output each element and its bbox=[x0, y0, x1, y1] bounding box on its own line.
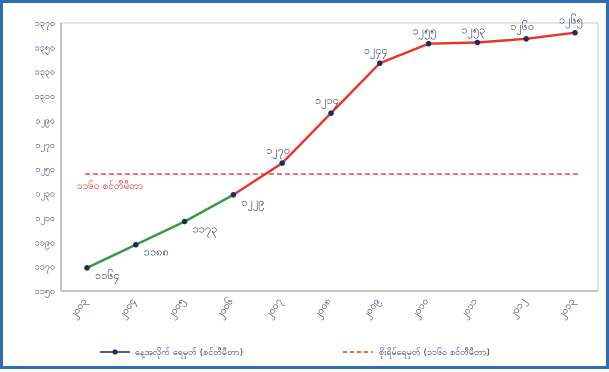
y-tick-label: ၁၂၇၀ bbox=[35, 141, 55, 152]
plot-area-border bbox=[60, 22, 599, 292]
legend-series-marker bbox=[112, 349, 118, 355]
series-points bbox=[84, 29, 578, 271]
x-tick-label: ၂၀၀၆ bbox=[213, 295, 238, 322]
x-tick-label: ၂၀၀၅ bbox=[166, 296, 189, 321]
series-segment bbox=[427, 41, 479, 45]
series-segment bbox=[378, 42, 430, 65]
data-point bbox=[133, 241, 139, 248]
x-tick-label: ၂၀၁၁ bbox=[458, 296, 481, 321]
x-tick-labels: ၂၀၀၃ ၂၀၀၄ ၂၀၀၅ ၂၀၀၆ ၂၀၀၇ ၂၀၀၈ ၂၀၀၉ ၂၀၁၀ ၂၀၁၁ ၂၀၁၂… bbox=[68, 295, 579, 322]
y-tick-label: ၁၂၉၀ bbox=[35, 116, 55, 127]
data-label: ၁၁၈၈ bbox=[144, 246, 169, 259]
data-label: ၁၂၆၅ bbox=[559, 14, 583, 29]
x-tick-label: ၂၀၀၉ bbox=[361, 296, 384, 321]
threshold-label: ၁၁၆၀ စင်တီမီတာ bbox=[77, 179, 143, 192]
data-point bbox=[425, 40, 432, 47]
x-tick-label: ၂၀၀၄ bbox=[117, 296, 140, 321]
y-tick-label: ၁၁၉၀ bbox=[35, 238, 55, 249]
series-lines bbox=[85, 31, 577, 270]
data-label: ၁၂၂၉ bbox=[241, 196, 264, 211]
data-label: ၁၂၅၅ bbox=[413, 25, 437, 40]
data-point bbox=[181, 218, 188, 225]
series-segment bbox=[85, 243, 138, 270]
data-point bbox=[84, 265, 90, 271]
x-tick-label: ၂၀၀၃ bbox=[68, 296, 91, 321]
data-label: ၁၁၇၃ bbox=[193, 223, 218, 238]
data-label: ၁၂၄၄ bbox=[364, 44, 388, 59]
line-chart: ၁၁၅၀ ၁၁၇၀ ၁၁၉၀ ၁၂၁၀ ၁၂၃၀ ၁၂၅၀ ၁၂၇၀ ၁၂၉၀ ၁၃၁၀ ၁၃၃၀… bbox=[35, 14, 599, 359]
data-label: ၁၂၅၃ bbox=[461, 23, 485, 38]
y-tick-label: ၁၃၇၀ bbox=[35, 19, 55, 30]
legend-series-label: နေ့အလိုက် ရေမှတ် (စင်တီမီတာ) bbox=[135, 347, 243, 359]
series-segment bbox=[281, 111, 333, 165]
data-label: ၁၂၇၀ bbox=[266, 144, 290, 159]
y-tick-labels: ၁၁၅၀ ၁၁၇၀ ၁၁၉၀ ၁၂၁၀ ၁၂၃၀ ၁၂၅၀ ၁၂၇၀ ၁၂၉၀ ၁၃၁၀ ၁၃၃၀… bbox=[35, 19, 55, 298]
series-segment bbox=[525, 31, 577, 41]
y-tick-label: ၁၃၁၀ bbox=[35, 92, 55, 103]
y-tick-label: ၁၂၃၀ bbox=[35, 190, 55, 201]
data-label: ၁၁၆၄ bbox=[95, 269, 120, 284]
legend: နေ့အလိုက် ရေမှတ် (စင်တီမီတာ) စိုးရိမ်ရေမ… bbox=[100, 347, 490, 359]
y-tick-label: ၁၃၃၀ bbox=[35, 68, 55, 79]
x-tick-label: ၂၀၀၈ bbox=[312, 296, 335, 321]
y-tick-label: ၁၂၁၀ bbox=[35, 214, 55, 225]
series-segment bbox=[329, 62, 381, 115]
series-segment bbox=[476, 37, 528, 44]
data-point bbox=[230, 191, 237, 198]
data-point bbox=[523, 36, 529, 42]
data-point bbox=[328, 110, 334, 116]
series-data-labels: ၁၁၆၄ ၁၁၈၈ ၁၁၇၃ ၁၂၂၉ ၁၂၇၀ ၁၂၁၄ ၁၂၄၄ ၁၂၅၅ ၁၂၅၃ ၁၂၆၀… bbox=[95, 14, 583, 284]
series-segment bbox=[183, 193, 235, 223]
data-label: ၁၂၆၀ bbox=[510, 20, 534, 35]
x-tick-label: ၂၀၁၂ bbox=[508, 296, 531, 321]
data-point bbox=[572, 29, 578, 36]
x-tick-label: ၂၀၁၀ bbox=[410, 296, 433, 321]
x-tick-label: ၂၀၁၃ bbox=[556, 296, 579, 321]
data-label: ၁၂၁၄ bbox=[315, 94, 339, 109]
x-tick-label: ၂၀၀၇ bbox=[263, 296, 286, 321]
data-point bbox=[279, 160, 286, 166]
data-point bbox=[474, 39, 481, 46]
series-segment bbox=[232, 161, 284, 196]
y-tick-label: ၁၁၇၀ bbox=[35, 263, 55, 274]
legend-threshold-label: စိုးရိမ်ရေမှတ် (၁၁၆၀ စင်တီမီတာ) bbox=[379, 347, 490, 359]
y-tick-label: ၁၁၅၀ bbox=[35, 287, 55, 298]
data-point bbox=[377, 60, 383, 66]
series-segment bbox=[134, 220, 186, 246]
y-tick-label: ၁၂၅၀ bbox=[35, 165, 55, 176]
y-tick-label: ၁၃၅၀ bbox=[35, 43, 55, 54]
